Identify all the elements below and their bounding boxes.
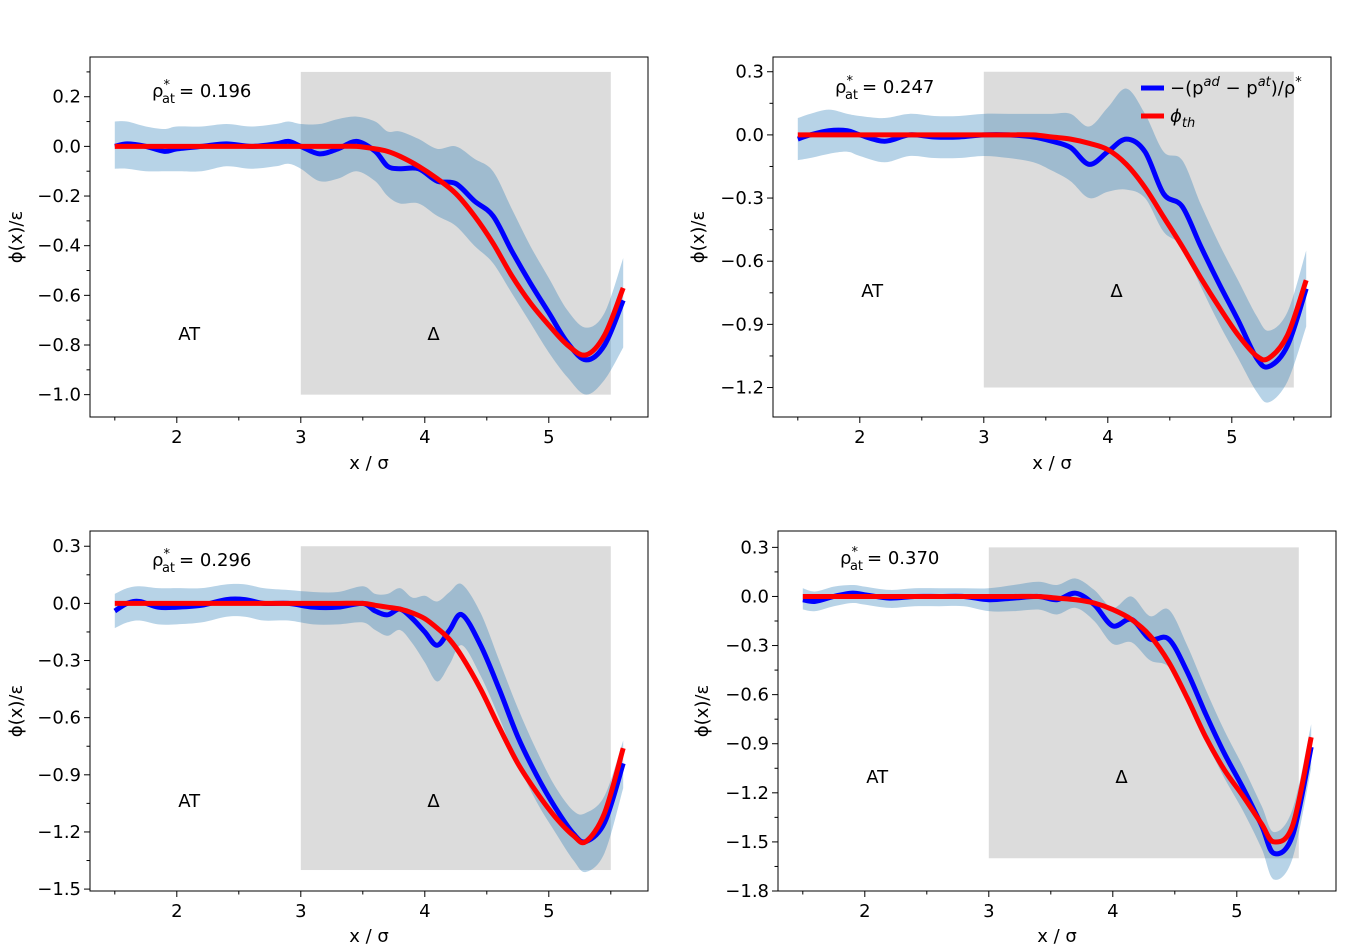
y-tick-label: −0.3 bbox=[37, 651, 81, 672]
y-tick-label: −0.9 bbox=[37, 765, 81, 786]
x-axis-label: x / σ bbox=[1032, 453, 1072, 474]
region-label: Δ bbox=[427, 324, 440, 345]
x-axis-label: x / σ bbox=[1037, 926, 1077, 947]
uncertainty-band bbox=[114, 583, 624, 873]
series-theory-line bbox=[114, 600, 626, 846]
y-tick-label: 0.0 bbox=[52, 136, 81, 157]
y-tick-label: −0.3 bbox=[720, 188, 764, 209]
y-tick-label: −0.6 bbox=[37, 285, 81, 306]
y-tick-label: −0.3 bbox=[725, 636, 769, 657]
x-tick-label: 5 bbox=[543, 427, 554, 448]
y-tick-label: 0.3 bbox=[735, 62, 764, 83]
uncertainty-band bbox=[114, 116, 624, 395]
y-tick-label: −0.8 bbox=[37, 335, 81, 356]
legend-label-sim: −(pad − pat)/ρ* bbox=[1170, 75, 1302, 99]
rho-annotation: ρ* at = 0.196 bbox=[152, 78, 251, 107]
y-axis-label: ϕ(x)/ε bbox=[688, 211, 709, 263]
region-label: Δ bbox=[427, 791, 440, 812]
x-tick-label: 4 bbox=[1102, 427, 1113, 448]
x-tick-label: 5 bbox=[1231, 901, 1242, 922]
x-tick-label: 3 bbox=[295, 901, 306, 922]
y-tick-label: −1.0 bbox=[37, 385, 81, 406]
legend-label-theory: ϕth bbox=[1170, 106, 1195, 131]
y-tick-label: −1.2 bbox=[37, 822, 81, 843]
panel-rho-0247: AT Δ 2 3 4 5 −1.2 −0.9 −0.6 −0.3 0.0 0.3 ρ* at = 0.24… bbox=[688, 56, 1332, 474]
x-tick-label: 4 bbox=[419, 901, 430, 922]
series-theory-line bbox=[797, 132, 1309, 363]
y-tick-label: 0.3 bbox=[52, 536, 81, 557]
region-label: AT bbox=[866, 767, 889, 788]
uncertainty-band bbox=[802, 578, 1312, 880]
x-tick-label: 4 bbox=[419, 427, 430, 448]
y-tick-label: −1.5 bbox=[725, 832, 769, 853]
region-label: AT bbox=[861, 281, 884, 302]
rho-annotation: ρ* at = 0.247 bbox=[835, 74, 934, 103]
legend: −(pad − pat)/ρ* ϕth bbox=[1141, 75, 1302, 131]
y-tick-label: −1.2 bbox=[720, 378, 764, 399]
x-tick-label: 2 bbox=[859, 901, 870, 922]
rho-annotation: ρ* at = 0.370 bbox=[840, 545, 939, 574]
y-tick-label: −0.4 bbox=[37, 236, 81, 257]
axes-frame bbox=[772, 56, 1332, 418]
y-tick-label: −0.9 bbox=[725, 734, 769, 755]
y-tick-label: 0.0 bbox=[740, 586, 769, 607]
y-axis-label: ϕ(x)/ε bbox=[6, 685, 27, 737]
delta-region-shade bbox=[300, 71, 611, 395]
series-theory-line bbox=[802, 593, 1314, 845]
x-tick-label: 2 bbox=[854, 427, 865, 448]
y-tick-label: −1.8 bbox=[725, 881, 769, 902]
y-tick-label: −0.6 bbox=[37, 708, 81, 729]
panel-rho-0296: AT Δ 2 3 4 5 −1.5 −1.2 −0.9 −0.6 −0.3 0.0 0.3 ρ* at = … bbox=[6, 530, 649, 947]
y-tick-label: 0.0 bbox=[52, 593, 81, 614]
x-tick-label: 3 bbox=[295, 427, 306, 448]
x-axis-label: x / σ bbox=[349, 453, 389, 474]
x-tick-label: 3 bbox=[978, 427, 989, 448]
y-tick-label: 0.3 bbox=[740, 537, 769, 558]
y-tick-label: 0.2 bbox=[52, 87, 81, 108]
panel-rho-0370: AT Δ 2 3 4 5 −1.8 −1.5 −1.2 −0.9 −0.6 −0.3 0.0 0.3 ρ*… bbox=[692, 530, 1337, 947]
y-tick-label: −0.2 bbox=[37, 186, 81, 207]
axes-frame bbox=[777, 530, 1337, 892]
panel-rho-0196: AT Δ 2 3 4 5 −1.0 −0.8 −0.6 −0.4 −0.2 0.0 0.2 ρ* at = … bbox=[6, 56, 649, 474]
series-theory-line bbox=[114, 143, 626, 358]
y-tick-label: −0.6 bbox=[720, 251, 764, 272]
delta-region-shade bbox=[983, 71, 1294, 388]
y-axis-label: ϕ(x)/ε bbox=[692, 685, 713, 737]
y-axis-label: ϕ(x)/ε bbox=[6, 211, 27, 263]
x-tick-label: 2 bbox=[171, 901, 182, 922]
region-label: Δ bbox=[1110, 281, 1123, 302]
region-label: AT bbox=[178, 791, 201, 812]
rho-annotation: ρ* at = 0.296 bbox=[152, 547, 251, 576]
x-tick-label: 5 bbox=[543, 901, 554, 922]
y-tick-label: −0.9 bbox=[720, 314, 764, 335]
x-tick-label: 3 bbox=[983, 901, 994, 922]
y-tick-label: −1.5 bbox=[37, 879, 81, 900]
x-tick-label: 5 bbox=[1226, 427, 1237, 448]
y-tick-label: 0.0 bbox=[735, 125, 764, 146]
x-axis-label: x / σ bbox=[349, 926, 389, 947]
x-tick-label: 2 bbox=[171, 427, 182, 448]
region-label: Δ bbox=[1115, 767, 1128, 788]
y-tick-label: −0.6 bbox=[725, 685, 769, 706]
region-label: AT bbox=[178, 324, 201, 345]
y-tick-label: −1.2 bbox=[725, 783, 769, 804]
axes-frame bbox=[89, 530, 649, 892]
axes-frame bbox=[89, 56, 649, 418]
x-tick-label: 4 bbox=[1107, 901, 1118, 922]
uncertainty-band bbox=[797, 88, 1307, 403]
